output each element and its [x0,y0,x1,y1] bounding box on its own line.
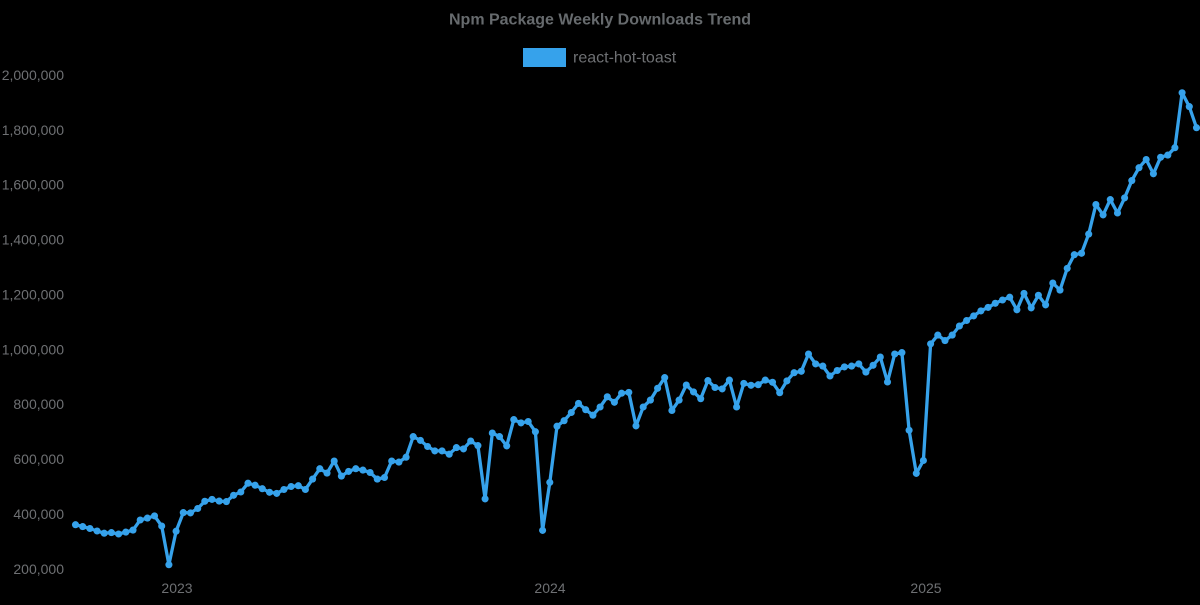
svg-text:react-hot-toast: react-hot-toast [573,50,677,67]
svg-text:400,000: 400,000 [13,506,64,522]
svg-text:200,000: 200,000 [13,561,64,577]
svg-text:2025: 2025 [910,580,941,596]
svg-text:1,600,000: 1,600,000 [2,177,64,193]
svg-text:Npm Package Weekly Downloads T: Npm Package Weekly Downloads Trend [449,12,751,29]
svg-text:2024: 2024 [534,580,565,596]
svg-text:600,000: 600,000 [13,451,64,467]
svg-text:1,800,000: 1,800,000 [2,122,64,138]
svg-text:2023: 2023 [161,580,192,596]
svg-text:1,200,000: 1,200,000 [2,287,64,303]
svg-text:1,400,000: 1,400,000 [2,232,64,248]
svg-text:800,000: 800,000 [13,396,64,412]
svg-text:2,000,000: 2,000,000 [2,67,64,83]
svg-text:1,000,000: 1,000,000 [2,341,64,357]
